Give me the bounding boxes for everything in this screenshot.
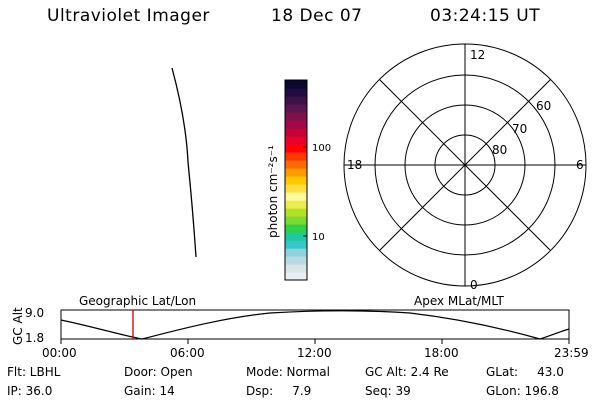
mode-info: Mode: Normal <box>246 365 330 379</box>
colorbar-swatches <box>285 80 307 281</box>
xtick-2359: 23:59 <box>554 346 589 360</box>
colorbar-swatch <box>285 160 307 169</box>
colorbar-swatch <box>285 88 307 97</box>
colorbar-swatch <box>285 136 307 145</box>
xtick-1200: 12:00 <box>297 346 332 360</box>
gc-alt-axis-label: GC Alt <box>11 307 25 345</box>
colorbar-swatch <box>285 232 307 241</box>
xtick-0000: 00:00 <box>42 346 77 360</box>
colorbar-swatch <box>285 240 307 249</box>
lat-label-80: 80 <box>492 143 507 157</box>
date-label: 18 Dec 07 <box>271 6 363 26</box>
colorbar-swatch <box>285 264 307 273</box>
ip-info: IP: 36.0 <box>7 384 53 398</box>
mlt-label-18: 18 <box>347 158 362 172</box>
colorbar-swatch <box>285 112 307 121</box>
colorbar-swatch <box>285 80 307 89</box>
colorbar-swatch <box>285 128 307 137</box>
colorbar-swatch <box>285 104 307 113</box>
colorbar-swatch <box>285 256 307 265</box>
colorbar-swatch <box>285 200 307 209</box>
altitude-timeline: Geographic Lat/Lon Apex MLat/MLT GC Alt … <box>11 294 589 360</box>
colorbar-swatch <box>285 176 307 185</box>
colorbar-swatch <box>285 216 307 225</box>
colorbar-swatch <box>285 208 307 217</box>
colorbar-swatch <box>285 120 307 129</box>
gain-info: Gain: 14 <box>124 384 175 398</box>
colorbar-swatch <box>285 184 307 193</box>
instrument-title: Ultraviolet Imager <box>47 6 210 26</box>
colorbar-unit-label: photon cm⁻²s⁻¹ <box>266 145 280 238</box>
colorbar-swatch <box>285 192 307 201</box>
colorbar-swatch <box>285 152 307 161</box>
door-info: Door: Open <box>124 365 193 379</box>
glon-info: GLon: 196.8 <box>486 384 559 398</box>
polar-plot: 12 18 6 0 60 70 80 <box>343 43 587 292</box>
seq-info: Seq: 39 <box>365 384 411 398</box>
altitude-curve <box>60 310 570 340</box>
ytick-9: 9.0 <box>25 306 44 320</box>
xtick-1800: 18:00 <box>424 346 459 360</box>
time-label: 03:24:15 UT <box>430 6 541 26</box>
mlt-label-12: 12 <box>470 48 485 62</box>
colorbar-swatch <box>285 224 307 233</box>
ytick-1-8: 1.8 <box>25 331 44 345</box>
gc-alt-info: GC Alt: 2.4 Re <box>365 365 449 379</box>
lat-label-70: 70 <box>512 122 527 136</box>
filter-info: Flt: LBHL <box>7 365 61 379</box>
mlt-label-0: 0 <box>470 278 478 292</box>
apex-title: Apex MLat/MLT <box>414 294 504 308</box>
colorbar-swatch <box>285 96 307 105</box>
colorbar-swatch <box>285 248 307 257</box>
colorbar-tick-10: 10 <box>312 232 325 243</box>
colorbar-swatch <box>285 144 307 153</box>
colorbar-swatch <box>285 272 307 281</box>
mlt-label-6: 6 <box>576 158 584 172</box>
dsp-info: Dsp: 7.9 <box>246 384 312 398</box>
glat-info: GLat: 43.0 <box>486 365 564 379</box>
colorbar: 100 10 photon cm⁻²s⁻¹ <box>266 79 331 281</box>
colorbar-tick-100: 100 <box>312 143 331 154</box>
xtick-0600: 06:00 <box>170 346 205 360</box>
earth-limb-curve <box>171 67 197 258</box>
x-axis-ticks <box>60 339 570 344</box>
geographic-title: Geographic Lat/Lon <box>79 294 196 308</box>
lat-label-60: 60 <box>536 99 551 113</box>
colorbar-swatch <box>285 168 307 177</box>
